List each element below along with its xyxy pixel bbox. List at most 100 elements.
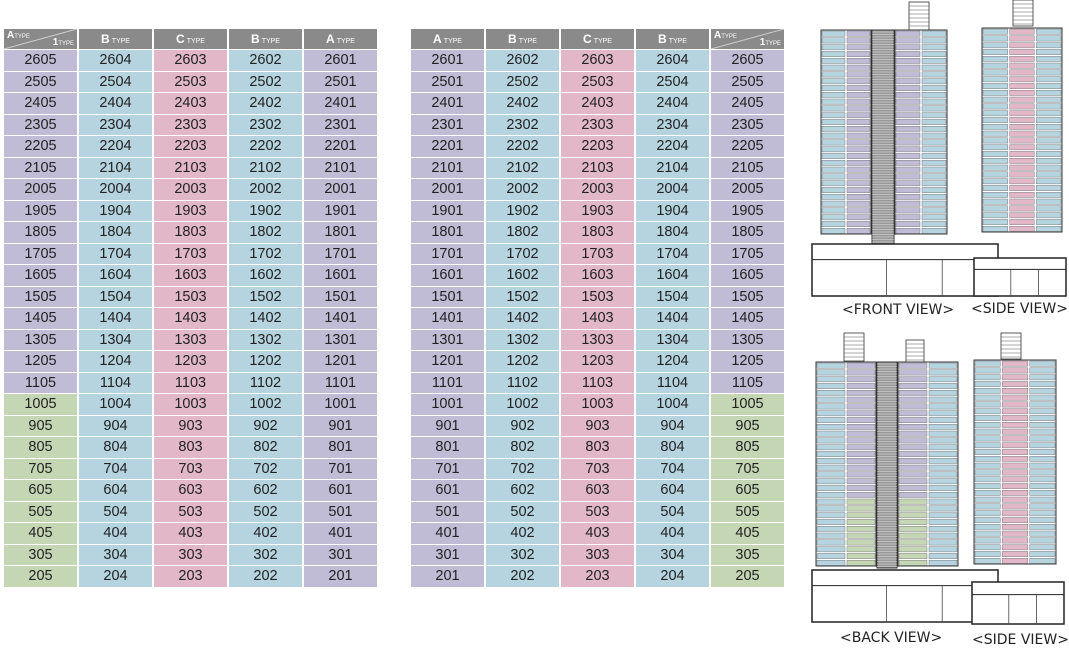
unit-cell: 2403 <box>154 93 227 114</box>
side-bottom-tower-unit <box>1002 483 1028 489</box>
unit-cell: 1005 <box>4 394 77 415</box>
unit-cell: 1402 <box>486 308 559 329</box>
table-row: 1401 1402 1403 1404 1405 <box>411 308 784 329</box>
side-bottom-tower-unit <box>1029 537 1056 544</box>
table-row: 1601 1602 1603 1604 1605 <box>411 265 784 286</box>
front-tower-left-unit <box>846 207 871 214</box>
front-tower-right-unit <box>895 112 921 119</box>
side-view-caption-bottom: <SIDE VIEW> <box>972 632 1069 648</box>
side-top-tower-unit <box>982 83 1008 89</box>
unit-cell: 1103 <box>154 372 227 393</box>
unit-cell: 403 <box>561 523 634 544</box>
side-bottom-tower-unit <box>1029 510 1056 517</box>
unit-cell: 1901 <box>411 200 484 221</box>
unit-cell: 2502 <box>486 71 559 92</box>
side-bottom-tower-unit <box>1029 367 1056 374</box>
unit-cell: 905 <box>711 415 784 436</box>
back-tower-left-unit <box>816 376 846 383</box>
front-tower-right-unit <box>895 85 921 91</box>
front-tower-left-unit <box>821 91 846 98</box>
side-bottom-tower-unit <box>1002 360 1028 367</box>
front-tower-right-unit <box>921 193 947 200</box>
unit-cell: 903 <box>561 415 634 436</box>
side-bottom-tower-unit <box>1002 462 1028 469</box>
unit-cell: 703 <box>154 458 227 479</box>
front-tower-left-unit <box>821 125 846 132</box>
unit-cell: 1301 <box>411 329 484 350</box>
front-tower-right-unit <box>895 91 921 98</box>
side-top-tower-unit <box>982 35 1008 42</box>
table-row: 601 602 603 604 605 <box>411 480 784 501</box>
side-top-tower-unit <box>982 205 1008 212</box>
side-top-tower-unit <box>1009 212 1035 219</box>
back-tower-left-unit <box>846 424 876 430</box>
unit-cell: 1001 <box>411 394 484 415</box>
side-top-tower-unit <box>1036 151 1062 157</box>
back-tower-left-unit <box>816 437 846 444</box>
unit-cell: 201 <box>411 566 484 587</box>
side-top-tower-unit <box>1036 144 1062 151</box>
back-tower-left-unit <box>816 485 846 491</box>
unit-cell: 302 <box>486 544 559 565</box>
table-row: 305 304 303 302 301 <box>4 544 377 565</box>
unit-cell: 305 <box>4 544 77 565</box>
unit-cell: 1302 <box>486 329 559 350</box>
unit-cell: 2405 <box>4 93 77 114</box>
side-bottom-tower-unit <box>974 517 1001 523</box>
unit-cell: 1304 <box>636 329 709 350</box>
unit-cell: 1204 <box>636 351 709 372</box>
front-tower-left-unit <box>821 227 846 234</box>
side-top-tower-unit <box>1036 96 1062 103</box>
front-tower-right-unit <box>895 146 921 153</box>
front-tower-right-unit <box>895 166 921 173</box>
side-bottom-podium <box>971 581 1065 625</box>
front-tower-left-unit <box>821 193 846 200</box>
front-tower-left-unit <box>846 139 871 146</box>
side-top-tower-unit <box>1009 157 1035 164</box>
back-podium <box>811 569 999 623</box>
header-1-type: TYPE <box>765 41 781 47</box>
back-tower-right-unit <box>898 492 928 498</box>
unit-cell: 1505 <box>711 286 784 307</box>
unit-cell: 803 <box>154 437 227 458</box>
unit-cell: 1503 <box>561 286 634 307</box>
header-a-type: A TYPE <box>411 29 484 49</box>
back-roof-right <box>905 339 925 363</box>
unit-cell: 1802 <box>486 222 559 243</box>
table-row: 1801 1802 1803 1804 1805 <box>411 222 784 243</box>
side-bottom-tower-unit <box>1029 381 1056 387</box>
unit-cell: 304 <box>636 544 709 565</box>
front-tower-left-unit <box>846 98 871 105</box>
header-letter: C <box>583 32 592 46</box>
unit-cell: 1202 <box>229 351 302 372</box>
back-tower-right-unit <box>928 410 958 417</box>
front-tower-right-unit <box>895 221 921 227</box>
back-tower-right-unit <box>898 424 928 430</box>
front-tower-left-outline <box>820 29 872 235</box>
unit-cell: 701 <box>304 458 377 479</box>
side-bottom-tower-unit <box>1002 490 1028 496</box>
table-row: 1501 1502 1503 1504 1505 <box>411 286 784 307</box>
unit-cell: 1401 <box>411 308 484 329</box>
unit-cell: 2605 <box>711 50 784 71</box>
unit-cell: 401 <box>411 523 484 544</box>
front-tower-left-unit <box>846 125 871 132</box>
unit-cell: 205 <box>711 566 784 587</box>
unit-cell: 1101 <box>304 372 377 393</box>
front-tower-left-unit <box>846 30 871 37</box>
back-tower-right-unit <box>928 396 958 403</box>
unit-cell: 1803 <box>154 222 227 243</box>
side-bottom-tower-unit <box>1029 476 1056 483</box>
front-tower-left-unit <box>846 37 871 44</box>
side-top-tower-unit <box>1036 103 1062 110</box>
unit-cell: 2304 <box>79 114 152 135</box>
unit-cell: 1102 <box>229 372 302 393</box>
side-top-tower-unit <box>982 42 1008 49</box>
back-tower-left-unit <box>846 512 876 519</box>
back-tower-right-unit <box>898 464 928 471</box>
unit-cell: 1802 <box>229 222 302 243</box>
unit-cell: 601 <box>304 480 377 501</box>
side-top-tower-unit <box>982 56 1008 62</box>
front-tower-right-unit <box>895 64 921 71</box>
side-bottom-tower-unit <box>974 381 1001 387</box>
